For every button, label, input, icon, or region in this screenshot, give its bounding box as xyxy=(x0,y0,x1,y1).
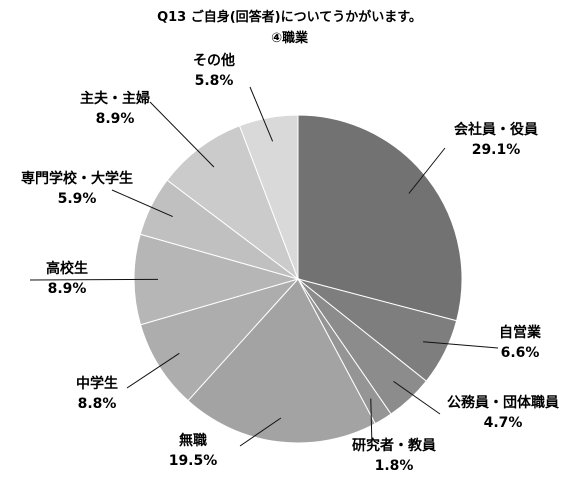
leader-line xyxy=(423,341,499,349)
chart-title: Q13 ご自身(回答者)についてうかがいます。 xyxy=(157,9,422,25)
slice-label-value: 19.5% xyxy=(169,453,218,469)
slice-label-value: 8.9% xyxy=(96,111,135,127)
leader-line xyxy=(249,86,274,142)
leader-line xyxy=(370,398,373,449)
slice-label-value: 8.9% xyxy=(48,281,87,297)
pie-slice xyxy=(187,278,376,444)
slice-label-value: 1.8% xyxy=(375,458,414,474)
leader-line xyxy=(126,352,180,389)
pie-slice xyxy=(166,125,300,281)
leader-line xyxy=(111,189,173,218)
slice-label-name: 公務員・団体職員 xyxy=(447,394,559,411)
slice-label-value: 5.9% xyxy=(58,191,97,207)
slice-label-value: 8.8% xyxy=(78,396,117,412)
pie-slices xyxy=(133,114,463,444)
slice-label-name: 研究者・教員 xyxy=(352,437,436,454)
leader-line xyxy=(239,417,282,447)
slice-label-name: 無職 xyxy=(179,432,207,449)
leader-lines xyxy=(29,86,499,449)
leader-line xyxy=(393,380,441,415)
pie-slice xyxy=(238,114,299,280)
slice-label-name: 主夫・主婦 xyxy=(80,90,150,107)
pie-slice xyxy=(139,278,300,402)
pie-slice xyxy=(297,114,463,322)
slice-label-name: その他 xyxy=(193,52,235,69)
slice-label-value: 29.1% xyxy=(472,142,521,158)
slice-label-value: 5.8% xyxy=(195,73,234,89)
leader-line xyxy=(149,101,215,168)
leader-line xyxy=(29,278,159,281)
slice-label-name: 中学生 xyxy=(76,375,118,392)
chart-subtitle: ④職業 xyxy=(271,30,309,46)
slice-label-value: 4.7% xyxy=(484,415,523,431)
leader-line xyxy=(408,147,446,194)
slice-label-value: 6.6% xyxy=(501,345,540,361)
slice-labels: 会社員・役員 29.1% 自営業 6.6% 公務員・団体職員 4.7% 研究者・教員 1.8%… xyxy=(21,52,559,474)
slice-label-name: 高校生 xyxy=(46,260,88,277)
slice-label-name: 会社員・役員 xyxy=(454,121,538,138)
slice-label-name: 自営業 xyxy=(499,324,542,341)
slice-label-name: 専門学校・大学生 xyxy=(21,170,133,187)
